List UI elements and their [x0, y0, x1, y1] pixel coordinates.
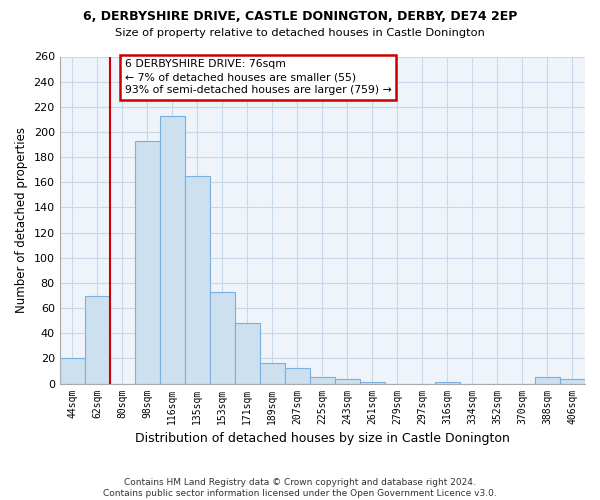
Bar — [59, 358, 85, 384]
Bar — [135, 141, 160, 384]
Bar — [160, 116, 185, 384]
Text: 6 DERBYSHIRE DRIVE: 76sqm
← 7% of detached houses are smaller (55)
93% of semi-d: 6 DERBYSHIRE DRIVE: 76sqm ← 7% of detach… — [125, 59, 391, 96]
Bar — [310, 378, 335, 384]
Bar — [85, 296, 110, 384]
Bar — [535, 378, 560, 384]
Bar — [435, 382, 460, 384]
X-axis label: Distribution of detached houses by size in Castle Donington: Distribution of detached houses by size … — [135, 432, 510, 445]
Bar — [285, 368, 310, 384]
Bar — [335, 378, 360, 384]
Text: Size of property relative to detached houses in Castle Donington: Size of property relative to detached ho… — [115, 28, 485, 38]
Bar — [560, 378, 585, 384]
Bar — [210, 292, 235, 384]
Bar — [185, 176, 210, 384]
Bar — [235, 323, 260, 384]
Text: Contains HM Land Registry data © Crown copyright and database right 2024.
Contai: Contains HM Land Registry data © Crown c… — [103, 478, 497, 498]
Bar — [360, 382, 385, 384]
Bar — [260, 364, 285, 384]
Y-axis label: Number of detached properties: Number of detached properties — [15, 127, 28, 313]
Text: 6, DERBYSHIRE DRIVE, CASTLE DONINGTON, DERBY, DE74 2EP: 6, DERBYSHIRE DRIVE, CASTLE DONINGTON, D… — [83, 10, 517, 23]
